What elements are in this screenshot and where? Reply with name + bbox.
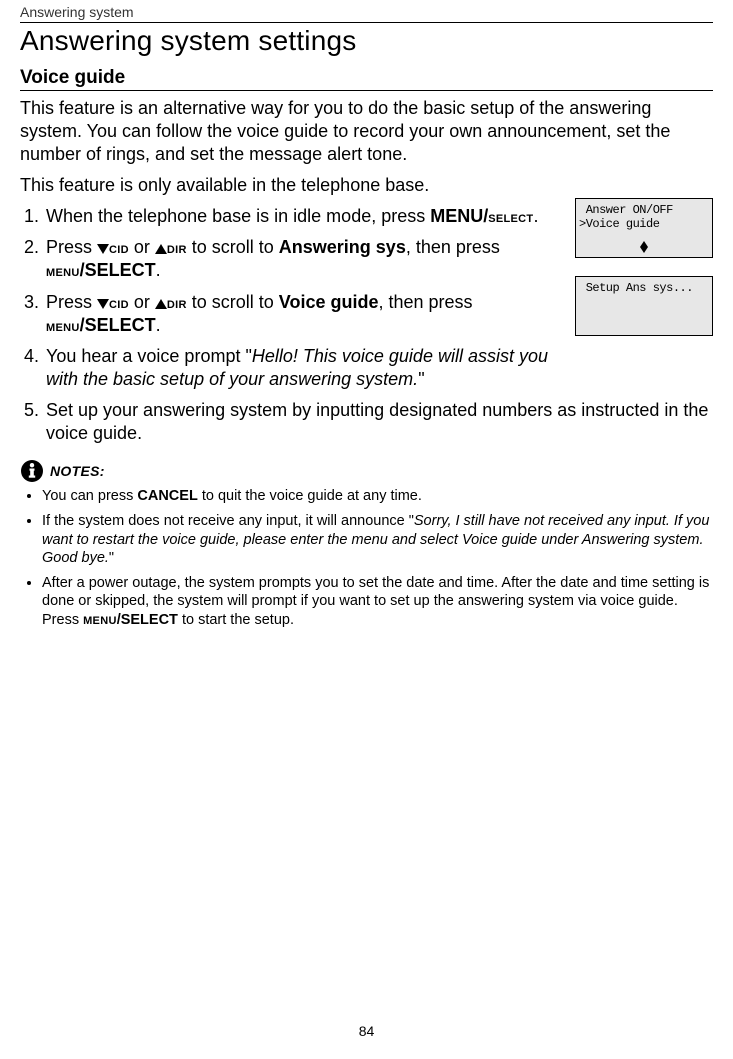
- lcd1-line2: >Voice guide: [579, 218, 709, 232]
- cid-label: cid: [109, 240, 129, 257]
- triangle-down-icon: [97, 244, 109, 254]
- note-1: You can press CANCEL to quit the voice g…: [42, 487, 713, 505]
- answering-sys-label: Answering sys: [279, 237, 406, 257]
- step-4: You hear a voice prompt "Hello! This voi…: [44, 345, 713, 391]
- intro-paragraph-1: This feature is an alternative way for y…: [20, 97, 713, 166]
- step-1-text-a: When the telephone base is in idle mode,…: [46, 206, 430, 226]
- step-4-text-a: You hear a voice prompt ": [46, 346, 252, 366]
- note-3: After a power outage, the system prompts…: [42, 574, 713, 630]
- step-3-text-b: to scroll to: [187, 292, 279, 312]
- step-3-or: or: [129, 292, 155, 312]
- lcd-screen-2: Setup Ans sys...: [575, 276, 713, 336]
- info-icon: [20, 459, 44, 483]
- triangle-up-icon: [155, 299, 167, 309]
- note-3-b: to start the setup.: [178, 612, 294, 628]
- step-2-text-c: , then press: [406, 237, 500, 257]
- step-1-text-d: .: [533, 206, 538, 226]
- step-2-text-d: .: [156, 260, 161, 280]
- step-3-text-d: .: [156, 315, 161, 335]
- step-4-text-b: ": [418, 369, 424, 389]
- note-2-b: ": [109, 550, 114, 566]
- menu-label: MENU/: [430, 206, 488, 226]
- step-2-text-a: Press: [46, 237, 97, 257]
- lcd1-arrows: [576, 241, 712, 253]
- notes-list: You can press CANCEL to quit the voice g…: [20, 487, 713, 630]
- note-1-c: to quit the voice guide at any time.: [198, 488, 422, 504]
- voice-guide-label: Voice guide: [279, 292, 379, 312]
- step-2-text-b: to scroll to: [187, 237, 279, 257]
- intro-paragraph-2: This feature is only available in the te…: [20, 174, 713, 197]
- select-big-label: /SELECT: [80, 260, 156, 280]
- breadcrumb: Answering system: [20, 4, 713, 20]
- menu-small-label: menu: [46, 263, 80, 280]
- step-2-or: or: [129, 237, 155, 257]
- section-title: Voice guide: [20, 67, 713, 89]
- note-2: If the system does not receive any input…: [42, 512, 713, 566]
- triangle-down-small-icon: [640, 247, 648, 253]
- lcd2-line1: Setup Ans sys...: [579, 282, 709, 296]
- cancel-label: CANCEL: [137, 488, 197, 504]
- notes-header: NOTES:: [20, 459, 713, 483]
- step-3-text-c: , then press: [378, 292, 472, 312]
- note-1-a: You can press: [42, 488, 137, 504]
- lcd1-line1: Answer ON/OFF: [579, 204, 709, 218]
- note-2-a: If the system does not receive any input…: [42, 513, 414, 529]
- step-5: Set up your answering system by inputtin…: [44, 399, 713, 445]
- triangle-down-icon: [97, 299, 109, 309]
- triangle-up-icon: [155, 244, 167, 254]
- select-big-label: /SELECT: [80, 315, 156, 335]
- section-underline: [20, 90, 713, 91]
- menu-small-label: menu: [83, 611, 117, 628]
- menu-small-label: menu: [46, 318, 80, 335]
- dir-label: dir: [167, 240, 187, 257]
- page-number: 84: [0, 1023, 733, 1039]
- select-label: select: [488, 209, 533, 226]
- page-title: Answering system settings: [20, 25, 713, 57]
- notes-label: NOTES:: [50, 463, 105, 479]
- cid-label: cid: [109, 295, 129, 312]
- select-big-label: /SELECT: [117, 612, 178, 628]
- dir-label: dir: [167, 295, 187, 312]
- lcd-screen-1: Answer ON/OFF >Voice guide: [575, 198, 713, 258]
- step-3-text-a: Press: [46, 292, 97, 312]
- divider: [20, 22, 713, 23]
